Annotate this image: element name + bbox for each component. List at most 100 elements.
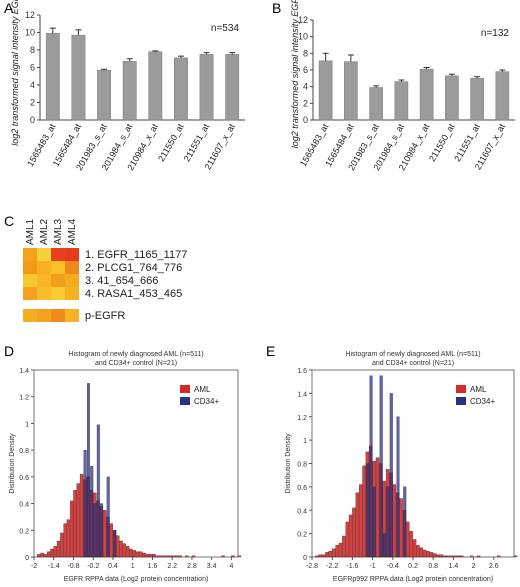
aml-bar	[102, 510, 107, 558]
bar	[225, 54, 240, 121]
y-tick-label: 0	[25, 555, 29, 562]
aml-bar	[328, 551, 333, 558]
cd34-bar	[83, 449, 87, 558]
aml-bar	[406, 521, 410, 558]
y-tick-label: 0.6	[19, 475, 29, 482]
y-tick-label: 1.4	[19, 368, 29, 375]
y-tick-label: 4	[303, 82, 308, 92]
aml-bar	[237, 555, 242, 558]
aml-bar	[429, 552, 434, 558]
aml-bar	[355, 492, 360, 558]
y-tick-label: 4	[30, 80, 35, 90]
aml-bar	[332, 548, 336, 558]
legend-label: AML	[470, 385, 487, 394]
aml-bar	[109, 523, 113, 558]
chart-d: 0 0.2 0.4 0.6 0.8 1 1.2 1.4 -2 -1.4 -0.8 -0.2 0.4 1 1.…	[9, 351, 242, 583]
aml-bar	[342, 535, 346, 558]
y-tick-label: 0	[303, 555, 307, 562]
aml-bar	[168, 555, 173, 558]
bar	[199, 54, 214, 121]
heatmap-cell	[23, 287, 37, 300]
aml-bar	[50, 548, 54, 558]
cd34-bar	[379, 375, 383, 558]
legend-label: AML	[194, 385, 211, 394]
aml-bar	[321, 554, 326, 558]
bar	[71, 34, 86, 121]
aml-bar	[453, 555, 457, 558]
aml-bar	[129, 548, 133, 558]
y-tick-label: 8	[30, 45, 35, 55]
aml-bar	[155, 555, 159, 558]
bar	[419, 68, 434, 121]
aml-bar	[325, 552, 329, 558]
aml-bar	[37, 554, 41, 558]
cd34-bar	[396, 416, 400, 558]
aml-bar	[145, 554, 150, 558]
aml-bar	[119, 540, 123, 558]
heatmap-cell	[23, 261, 37, 274]
y-tick-label: 0.4	[19, 502, 29, 509]
heatmap-cell	[65, 287, 79, 300]
heatmap-column-label: AML1	[25, 218, 36, 245]
aml-bar	[116, 535, 120, 558]
y-tick-label: 0.4	[297, 508, 307, 515]
bar	[122, 61, 137, 121]
aml-bar	[456, 555, 461, 558]
aml-bar	[436, 554, 440, 558]
x-tick-label: -0.2	[87, 563, 99, 570]
heatmap-cell	[51, 274, 65, 287]
heatmap-cell	[23, 248, 37, 261]
chart-title-line1: Histogram of newly diagnosed AML (n=511)	[68, 351, 203, 358]
bar	[369, 87, 383, 121]
aml-bar	[476, 555, 481, 558]
y-tick-label: 0	[30, 115, 35, 125]
aml-bar	[362, 465, 366, 558]
heatmap-row-label: 3. 41_654_666	[85, 275, 158, 287]
bar	[97, 69, 111, 121]
cd34-bar	[372, 486, 376, 558]
chart-title-line2: and CD34+ control (N=21)	[372, 360, 454, 367]
aml-bar	[191, 555, 196, 558]
x-tick-label: 2.8	[187, 563, 197, 570]
heatmap-row-label: 4. RASA1_453_465	[85, 288, 182, 300]
legend-swatch	[180, 397, 190, 405]
aml-bar	[352, 507, 356, 558]
sample-count-annotation: n=132	[481, 28, 510, 39]
heatmap-cell	[37, 248, 51, 261]
aml-bar	[185, 555, 189, 558]
aml-bar	[47, 551, 51, 558]
x-tick-label: 4	[229, 563, 233, 570]
p-egfr-cell	[65, 309, 79, 322]
chart-title-line1: Histogram of newly diagnosed AML (n=511)	[345, 351, 480, 358]
bar	[148, 51, 163, 121]
cd34-bar	[90, 466, 94, 558]
aml-bar	[66, 519, 71, 558]
aml-bar	[73, 490, 77, 558]
aml-bar	[443, 555, 447, 558]
x-tick-label: -2	[31, 563, 37, 570]
aml-bar	[178, 555, 182, 558]
legend-swatch	[180, 385, 190, 393]
cd34-bar	[389, 393, 393, 558]
bar	[174, 57, 188, 121]
heatmap-cell	[65, 261, 79, 274]
y-tick-label: 6	[303, 65, 308, 75]
x-tick-label: 1	[131, 563, 135, 570]
cd34-bar	[96, 424, 100, 558]
cd34-bar	[386, 486, 390, 558]
aml-bar	[419, 547, 423, 558]
aml-bar	[470, 555, 474, 558]
heatmap-column-label: AML3	[53, 218, 64, 245]
aml-bar	[175, 555, 179, 558]
heatmap-cell	[51, 248, 65, 261]
panel-label-a: A	[4, 0, 14, 16]
aml-bar	[338, 542, 343, 558]
x-tick-label: -2.2	[326, 563, 338, 570]
aml-bar	[439, 554, 444, 558]
aml-bar	[40, 552, 44, 558]
y-tick-label: 1.4	[297, 391, 307, 398]
aml-bar	[231, 555, 235, 558]
x-tick-label: 0.8	[428, 563, 438, 570]
x-axis-label: EGFR RPPA data (Log2 protein concentrati…	[64, 576, 209, 583]
